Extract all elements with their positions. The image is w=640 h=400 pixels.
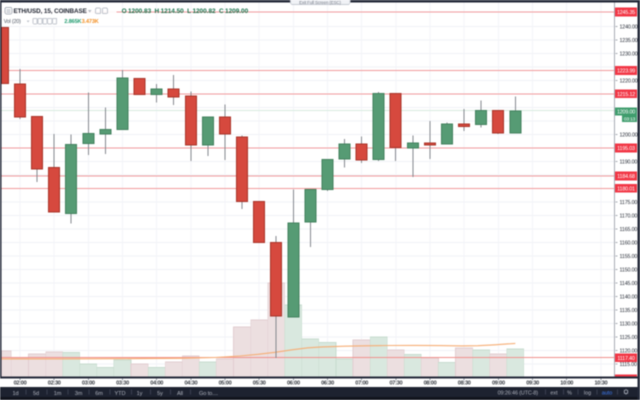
svg-text:6m: 6m xyxy=(95,391,103,397)
svg-text:Exit Full Screen (ESC): Exit Full Screen (ESC) xyxy=(299,0,341,5)
svg-text:1170.00: 1170.00 xyxy=(620,214,638,220)
svg-text:1m: 1m xyxy=(54,391,62,397)
svg-text:1150.00: 1150.00 xyxy=(620,268,638,274)
svg-text:1130.00: 1130.00 xyxy=(620,322,638,328)
svg-text:5d: 5d xyxy=(33,391,39,397)
svg-text:1d: 1d xyxy=(12,391,18,397)
svg-text:ext: ext xyxy=(550,391,558,397)
svg-text:1215.12: 1215.12 xyxy=(617,92,635,98)
svg-text:04:00: 04:00 xyxy=(150,381,163,387)
svg-text:03:00: 03:00 xyxy=(82,381,95,387)
svg-text:06:00: 06:00 xyxy=(287,381,300,387)
svg-text:1175.00: 1175.00 xyxy=(620,200,638,206)
svg-text:%: % xyxy=(567,391,572,397)
svg-text:1125.00: 1125.00 xyxy=(620,335,638,341)
svg-text:07:00: 07:00 xyxy=(355,381,368,387)
svg-text:1y: 1y xyxy=(137,391,143,397)
svg-text:08:00: 08:00 xyxy=(424,381,437,387)
svg-text:All: All xyxy=(177,391,183,397)
svg-text:02:30: 02:30 xyxy=(48,381,61,387)
svg-text:1117.40: 1117.40 xyxy=(617,356,635,362)
svg-text:1115.00: 1115.00 xyxy=(620,362,638,368)
svg-text:1120.00: 1120.00 xyxy=(620,349,638,355)
svg-text:1209.00: 1209.00 xyxy=(617,109,635,115)
svg-text:YTD: YTD xyxy=(115,391,126,397)
svg-text:1160.00: 1160.00 xyxy=(620,241,638,247)
svg-text:ETH/USD, 15, COINBASE: ETH/USD, 15, COINBASE xyxy=(14,8,87,15)
svg-text:1235.00: 1235.00 xyxy=(620,38,638,44)
svg-text:1230.00: 1230.00 xyxy=(620,52,638,58)
svg-text:1145.00: 1145.00 xyxy=(620,281,638,287)
svg-text:1184.68: 1184.68 xyxy=(617,174,635,180)
svg-text:10:30: 10:30 xyxy=(594,381,607,387)
svg-text:03:13: 03:13 xyxy=(624,117,636,123)
svg-text:1195.03: 1195.03 xyxy=(617,146,635,152)
svg-text:08:30: 08:30 xyxy=(458,381,471,387)
svg-text:05:00: 05:00 xyxy=(219,381,232,387)
svg-text:auto: auto xyxy=(602,391,613,397)
svg-text:09:26:46 (UTC-8): 09:26:46 (UTC-8) xyxy=(498,391,539,397)
svg-text:Vol (20): Vol (20) xyxy=(4,19,21,25)
svg-text:3.473K: 3.473K xyxy=(82,19,99,25)
svg-text:1190.00: 1190.00 xyxy=(620,160,638,166)
svg-text:09:30: 09:30 xyxy=(526,381,539,387)
svg-text:10:00: 10:00 xyxy=(560,381,573,387)
svg-text:1200.00: 1200.00 xyxy=(620,133,638,139)
svg-text:Go to....: Go to.... xyxy=(199,391,219,397)
svg-text:1165.00: 1165.00 xyxy=(620,227,638,233)
svg-text:1220.00: 1220.00 xyxy=(620,79,638,85)
svg-text:1140.00: 1140.00 xyxy=(620,295,638,301)
svg-text:5y: 5y xyxy=(157,391,163,397)
svg-text:log: log xyxy=(584,391,591,397)
svg-text:02:00: 02:00 xyxy=(14,381,27,387)
svg-text:09:00: 09:00 xyxy=(492,381,505,387)
svg-text:1223.99: 1223.99 xyxy=(617,69,635,75)
svg-text:1155.00: 1155.00 xyxy=(620,254,638,260)
svg-text:3m: 3m xyxy=(75,391,83,397)
svg-text:1135.00: 1135.00 xyxy=(620,308,638,314)
svg-text:1180.01: 1180.01 xyxy=(617,186,635,192)
svg-text:2.865K: 2.865K xyxy=(64,19,81,25)
svg-text:03:30: 03:30 xyxy=(116,381,129,387)
svg-text:1240.00: 1240.00 xyxy=(620,25,638,31)
svg-text:07:30: 07:30 xyxy=(389,381,402,387)
svg-text:05:30: 05:30 xyxy=(253,381,266,387)
svg-text:04:30: 04:30 xyxy=(184,381,197,387)
svg-text:1245.35: 1245.35 xyxy=(617,10,635,16)
svg-text:06:30: 06:30 xyxy=(321,381,334,387)
